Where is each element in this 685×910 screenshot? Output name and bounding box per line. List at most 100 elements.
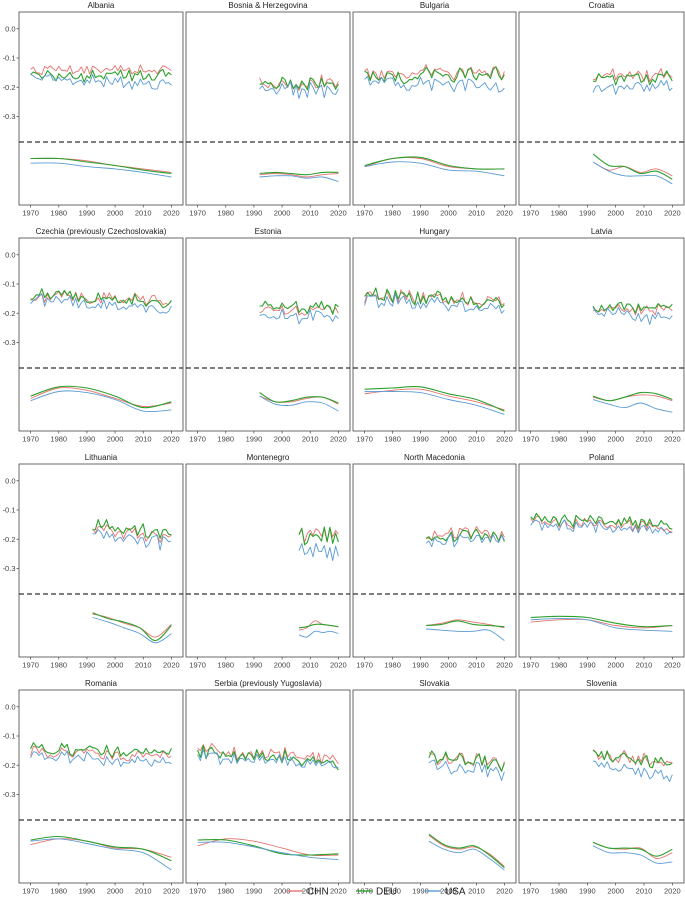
x-tick-label: 2020	[163, 887, 180, 896]
x-tick-label: 2010	[468, 887, 485, 896]
panel-serbia-previously-yugoslavia: Serbia (previously Yugoslavia) 1970 1980 19…	[185, 679, 351, 896]
x-tick-label: 1980	[50, 661, 67, 670]
series-usa-smoothed-line	[364, 390, 505, 415]
x-tick-label: 1980	[551, 887, 568, 896]
panel-title: Bulgaria	[420, 1, 450, 10]
panel-title: Estonia	[255, 227, 282, 236]
series-chn-smoothed-line	[426, 619, 505, 629]
series-chn-raw-line	[530, 515, 673, 533]
series-chn-smoothed-line	[592, 841, 673, 859]
series-deu-raw-line	[30, 68, 172, 83]
series-usa-smoothed-line	[428, 840, 505, 871]
series-usa-raw-line	[428, 759, 505, 781]
x-tick-label: 1970	[189, 887, 206, 896]
series-chn-raw-line	[426, 526, 505, 542]
x-tick-label: 2000	[607, 435, 624, 444]
x-tick-label: 2020	[163, 661, 180, 670]
series-usa-smoothed-line	[259, 175, 339, 183]
panel-frame	[185, 11, 351, 206]
x-tick-label: 2000	[607, 661, 624, 670]
y-tick-label: -0.1	[3, 280, 16, 289]
x-tick-label: 2020	[330, 661, 347, 670]
series-deu-smoothed-line	[592, 391, 673, 402]
y-tick-label: 0.0	[5, 476, 15, 485]
series-chn-raw-line	[592, 68, 673, 83]
x-tick-label: 1980	[384, 435, 401, 444]
panel-montenegro: Montenegro 1970 1980 1990 2000 2010 2020	[185, 453, 351, 670]
series-deu-raw-line	[298, 526, 339, 546]
x-tick-label: 1980	[384, 209, 401, 218]
series-chn-raw-line	[30, 290, 172, 306]
x-tick-label: 2010	[302, 887, 319, 896]
panel-frame	[185, 689, 351, 884]
x-tick-label: 2010	[468, 661, 485, 670]
series-deu-raw-line	[592, 301, 673, 314]
legend: CHN DEU USA	[287, 887, 466, 898]
series-deu-smoothed-line	[259, 171, 339, 176]
y-tick-label: -0.1	[3, 506, 16, 515]
series-deu-raw-line	[592, 70, 673, 86]
x-tick-label: 2010	[302, 209, 319, 218]
x-tick-label: 2020	[330, 887, 347, 896]
series-usa-raw-line	[592, 760, 673, 782]
series-chn-raw-line	[298, 527, 339, 543]
series-deu-smoothed-line	[530, 615, 673, 628]
series-chn-raw-line	[30, 745, 172, 762]
panel-title: Albania	[88, 1, 115, 10]
y-tick-label: 0.0	[5, 250, 15, 259]
x-tick-label: 2020	[330, 209, 347, 218]
panel-slovenia: Slovenia 1970 1980 1990 2000 2010 2020	[518, 679, 685, 896]
x-tick-label: 2000	[107, 887, 124, 896]
x-tick-label: 2010	[636, 209, 653, 218]
panel-title: Serbia (previously Yugoslavia)	[214, 679, 322, 688]
panel-hungary: Hungary 1970 1980 1990 2000 2010 2020	[352, 227, 517, 444]
y-tick-label: -0.2	[3, 535, 16, 544]
series-chn-smoothed-line	[364, 157, 505, 170]
panel-bulgaria: Bulgaria 1970 1980 1990 2000 2010 2020	[352, 1, 517, 218]
x-tick-label: 2000	[274, 661, 291, 670]
series-usa-raw-line	[30, 750, 172, 767]
panel-lithuania: Lithuania 0.0 -0.1 -0.2 -0.3 1970 1980 1990 2000…	[3, 453, 184, 670]
panel-title: Slovakia	[419, 679, 450, 688]
series-deu-smoothed-line	[364, 156, 505, 170]
panel-bosnia-herzegovina: Bosnia & Herzegovina 1970 1980 1990 2000 2010…	[185, 1, 351, 218]
legend-item-chn: CHN	[287, 887, 329, 898]
series-chn-smoothed-line	[30, 387, 172, 408]
panel-frame	[18, 463, 184, 658]
panel-frame	[352, 237, 517, 432]
panel-title: Montenegro	[247, 453, 290, 462]
panel-title: Romania	[85, 679, 118, 688]
series-deu-raw-line	[428, 750, 505, 772]
x-tick-label: 2020	[496, 209, 513, 218]
x-tick-label: 2020	[664, 209, 681, 218]
x-tick-label: 1990	[579, 661, 596, 670]
x-tick-label: 1990	[412, 887, 429, 896]
series-usa-smoothed-line	[530, 618, 673, 632]
legend-label: USA	[445, 887, 466, 898]
x-tick-label: 2000	[107, 209, 124, 218]
panel-frame	[18, 689, 184, 884]
x-tick-label: 1970	[22, 209, 39, 218]
x-tick-label: 1980	[50, 435, 67, 444]
series-usa-raw-line	[30, 293, 172, 314]
series-deu-smoothed-line	[426, 620, 505, 628]
series-deu-smoothed-line	[428, 833, 505, 869]
x-tick-label: 2020	[163, 209, 180, 218]
panel-frame	[518, 463, 685, 658]
panel-frame	[352, 11, 517, 206]
panel-north-macedonia: North Macedonia 1970 1980 1990 2000 2010 2020	[352, 453, 517, 670]
y-tick-label: -0.2	[3, 309, 16, 318]
series-deu-raw-line	[259, 300, 339, 315]
x-tick-label: 2000	[440, 209, 457, 218]
panel-poland: Poland 1970 1980 1990 2000 2010 2020	[518, 453, 685, 670]
series-usa-smoothed-line	[197, 841, 339, 861]
x-tick-label: 1970	[522, 887, 539, 896]
x-tick-label: 2000	[607, 887, 624, 896]
x-tick-label: 2000	[440, 661, 457, 670]
x-tick-label: 1980	[384, 661, 401, 670]
x-tick-label: 2000	[274, 209, 291, 218]
series-chn-smoothed-line	[428, 835, 505, 867]
series-deu-smoothed-line	[592, 841, 673, 857]
panel-latvia: Latvia 1970 1980 1990 2000 2010 2020	[518, 227, 685, 444]
